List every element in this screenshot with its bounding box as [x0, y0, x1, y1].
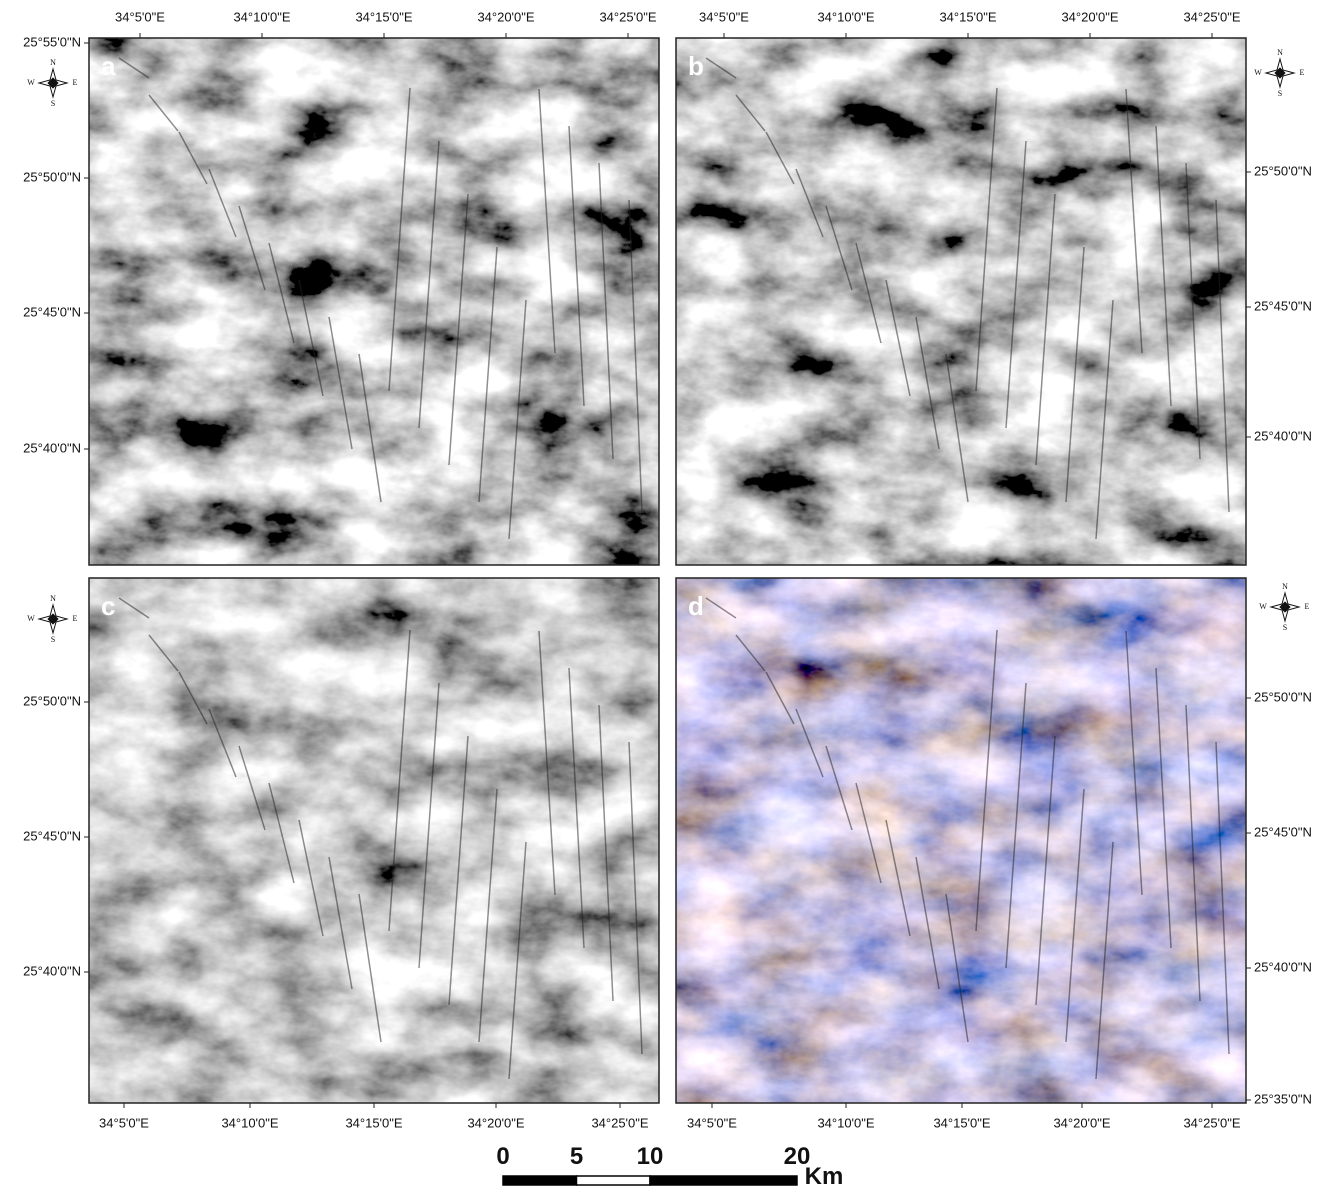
compass-n: N	[1277, 48, 1283, 57]
compass-w: W	[27, 614, 35, 623]
compass-center	[47, 77, 58, 88]
compass-s: S	[51, 99, 55, 108]
longitude-label: 34°10'0"E	[817, 9, 874, 24]
latitude-label: 25°35'0"N	[1254, 1091, 1312, 1106]
latitude-label: 25°50'0"N	[23, 169, 81, 184]
compass: N S E W	[27, 58, 77, 108]
panel-label: a	[101, 51, 116, 81]
compass-e: E	[73, 78, 78, 87]
latitude-label: 25°45'0"N	[23, 828, 81, 843]
longitude-label: 34°15'0"E	[345, 1115, 402, 1130]
longitude-label: 34°25'0"E	[591, 1115, 648, 1130]
compass-w: W	[27, 78, 35, 87]
compass-w: W	[1259, 602, 1267, 611]
latitude-label: 25°50'0"N	[23, 693, 81, 708]
longitude-label: 34°25'0"E	[1183, 9, 1240, 24]
latitude-label: 25°45'0"N	[23, 304, 81, 319]
scale-label: 0	[496, 1143, 509, 1170]
latitude-label: 25°40'0"N	[1254, 959, 1312, 974]
compass-s: S	[51, 635, 55, 644]
latitude-label: 25°50'0"N	[1254, 163, 1312, 178]
longitude-label: 34°5'0"E	[115, 9, 165, 24]
latitude-label: 25°50'0"N	[1254, 689, 1312, 704]
compass-n: N	[1282, 582, 1288, 591]
longitude-label: 34°15'0"E	[933, 1115, 990, 1130]
compass-s: S	[1278, 89, 1282, 98]
figure: a 34°5'0"E 34°10'0"E 34°15'0"E 34°20'0"E 34°2…	[0, 0, 1338, 1186]
compass-n: N	[50, 58, 56, 67]
compass-center	[1274, 67, 1285, 78]
scale-segment	[503, 1176, 577, 1185]
longitude-label: 34°20'0"E	[1061, 9, 1118, 24]
latitude-label: 25°45'0"N	[1254, 298, 1312, 313]
satellite-image	[676, 38, 1246, 565]
compass-n: N	[50, 594, 56, 603]
longitude-label: 34°20'0"E	[1053, 1115, 1110, 1130]
longitude-label: 34°5'0"E	[699, 9, 749, 24]
scale-label: 10	[637, 1143, 664, 1170]
longitude-label: 34°25'0"E	[599, 9, 656, 24]
latitude-label: 25°40'0"N	[23, 963, 81, 978]
scale-segment	[650, 1176, 797, 1185]
scale-segment	[577, 1176, 651, 1185]
panel-label: c	[101, 591, 115, 621]
compass-e: E	[73, 614, 78, 623]
compass: N S E W	[1259, 582, 1309, 632]
compass-center	[47, 613, 58, 624]
longitude-label: 34°10'0"E	[817, 1115, 874, 1130]
compass-center	[1279, 601, 1290, 612]
longitude-label: 34°10'0"E	[221, 1115, 278, 1130]
satellite-image	[676, 578, 1246, 1103]
compass: N S E W	[1254, 48, 1304, 98]
longitude-label: 34°20'0"E	[477, 9, 534, 24]
panel-label: b	[688, 51, 704, 81]
longitude-label: 34°15'0"E	[939, 9, 996, 24]
compass-e: E	[1300, 68, 1305, 77]
longitude-label: 34°20'0"E	[467, 1115, 524, 1130]
panel-label: d	[688, 591, 704, 621]
scale-unit: Km	[805, 1163, 844, 1186]
longitude-label: 34°10'0"E	[233, 9, 290, 24]
compass-s: S	[1283, 623, 1287, 632]
compass: N S E W	[27, 594, 77, 644]
latitude-label: 25°45'0"N	[1254, 824, 1312, 839]
latitude-label: 25°40'0"N	[1254, 428, 1312, 443]
latitude-label: 25°40'0"N	[23, 440, 81, 455]
compass-e: E	[1305, 602, 1310, 611]
longitude-label: 34°15'0"E	[355, 9, 412, 24]
latitude-label: 25°55'0"N	[23, 34, 81, 49]
longitude-label: 34°25'0"E	[1183, 1115, 1240, 1130]
satellite-image	[89, 578, 659, 1103]
longitude-label: 34°5'0"E	[99, 1115, 149, 1130]
compass-w: W	[1254, 68, 1262, 77]
satellite-image	[89, 38, 659, 565]
scale-label: 5	[570, 1143, 583, 1170]
longitude-label: 34°5'0"E	[687, 1115, 737, 1130]
